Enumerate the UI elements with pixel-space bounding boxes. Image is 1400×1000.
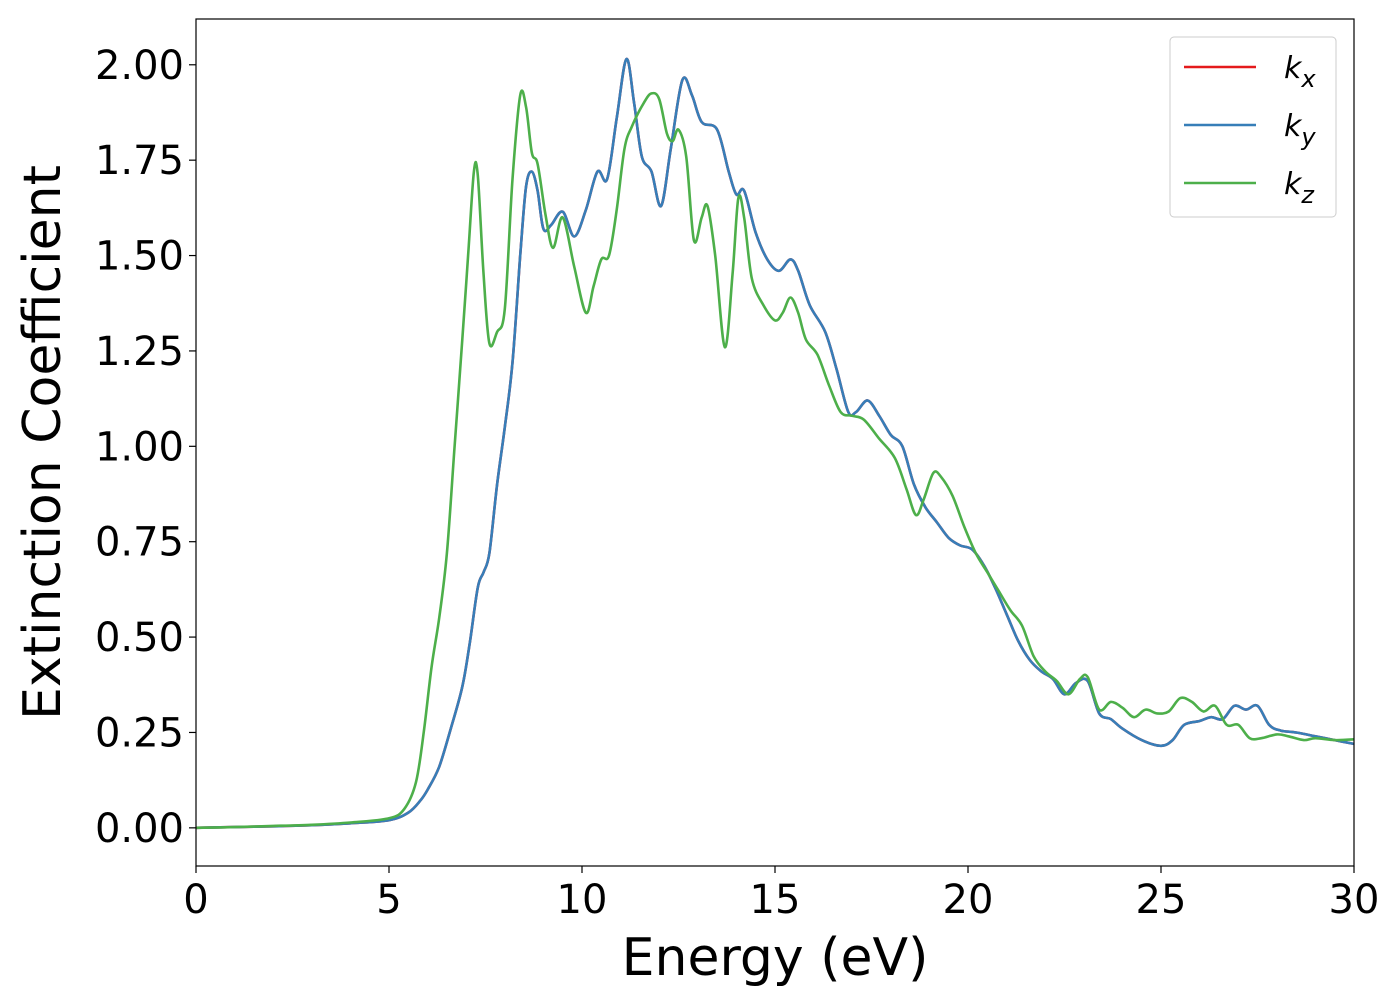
y-tick-label: 0.50 [95, 615, 184, 661]
series-lines [196, 57, 1354, 830]
y-tick-label: 0.00 [95, 806, 184, 852]
x-axis-ticks: 0 5 10 15 20 25 30 [183, 866, 1379, 923]
legend-label: kz [1284, 167, 1315, 209]
x-tick-label: 25 [1136, 877, 1187, 923]
y-tick-label: 0.25 [95, 710, 184, 756]
y-axis-label: Extinction Coefficient [13, 165, 73, 720]
series-line-ky [196, 57, 1354, 830]
x-tick-label: 20 [943, 877, 994, 923]
y-tick-label: 2.00 [95, 43, 184, 89]
x-tick-label: 15 [750, 877, 801, 923]
x-tick-label: 5 [376, 877, 401, 923]
x-axis-label: Energy (eV) [622, 928, 929, 988]
legend-label: ky [1284, 109, 1316, 151]
y-tick-label: 1.50 [95, 234, 184, 280]
legend: kx ky kz [1169, 36, 1337, 218]
legend-label: kx [1284, 51, 1316, 93]
y-tick-label: 1.75 [95, 138, 184, 184]
y-tick-label: 1.25 [95, 329, 184, 375]
y-tick-label: 1.00 [95, 424, 184, 470]
series-line-kz [196, 89, 1354, 830]
x-tick-label: 10 [557, 877, 608, 923]
y-axis-ticks: 0.00 0.25 0.50 0.75 1.00 1.25 1.50 1.75 2.00 [95, 43, 196, 852]
x-tick-label: 0 [183, 877, 208, 923]
legend-box [1169, 36, 1337, 218]
y-tick-label: 0.75 [95, 520, 184, 566]
x-tick-label: 30 [1329, 877, 1380, 923]
